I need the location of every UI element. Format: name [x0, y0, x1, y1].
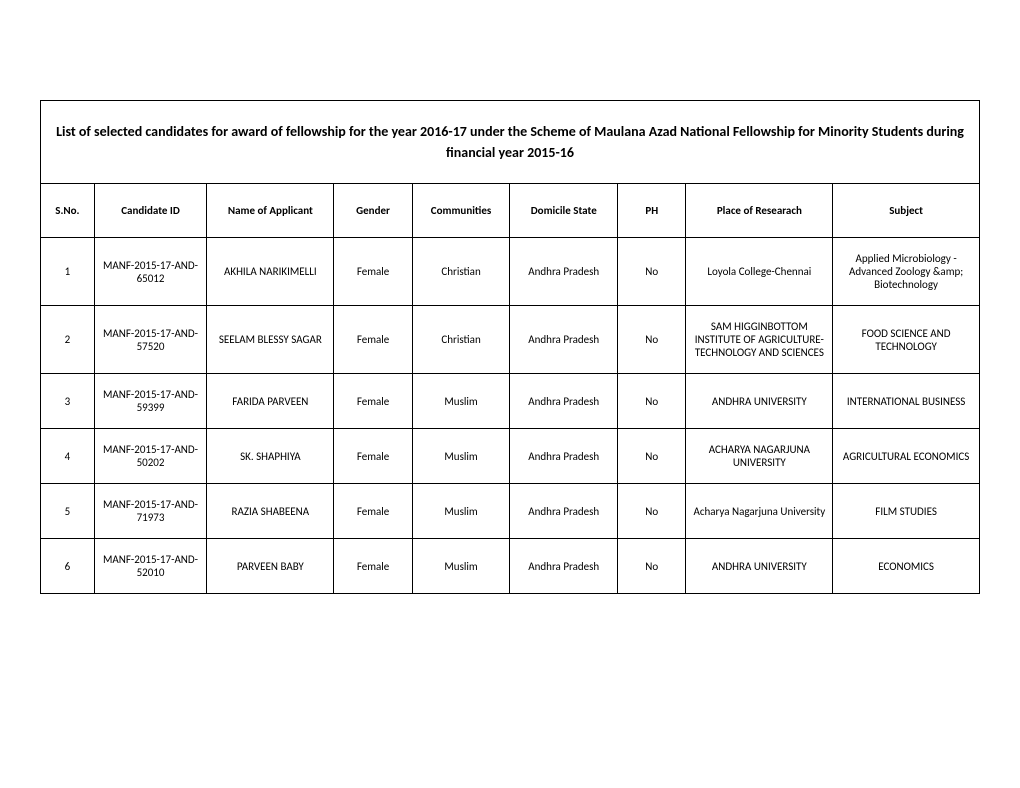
cell-name: SEELAM BLESSY SAGAR [207, 306, 334, 374]
cell-place: ANDHRA UNIVERSITY [686, 374, 833, 429]
cell-place: Acharya Nagarjuna University [686, 484, 833, 539]
cell-comm: Muslim [412, 429, 510, 484]
cell-place: Loyola College-Chennai [686, 238, 833, 306]
cell-gender: Female [334, 429, 412, 484]
table-row: 6 MANF-2015-17-AND-52010 PARVEEN BABY Fe… [41, 539, 980, 594]
cell-comm: Muslim [412, 539, 510, 594]
cell-subject: AGRICULTURAL ECONOMICS [833, 429, 980, 484]
cell-subject: Applied Microbiology - Advanced Zoology … [833, 238, 980, 306]
cell-comm: Muslim [412, 374, 510, 429]
cell-subject: INTERNATIONAL BUSINESS [833, 374, 980, 429]
table-row: 4 MANF-2015-17-AND-50202 SK. SHAPHIYA Fe… [41, 429, 980, 484]
header-place: Place of Researach [686, 184, 833, 238]
cell-state: Andhra Pradesh [510, 484, 618, 539]
header-ph: PH [618, 184, 686, 238]
cell-gender: Female [334, 238, 412, 306]
header-gender: Gender [334, 184, 412, 238]
cell-subject: ECONOMICS [833, 539, 980, 594]
cell-name: SK. SHAPHIYA [207, 429, 334, 484]
cell-sno: 5 [41, 484, 95, 539]
cell-ph: No [618, 539, 686, 594]
cell-state: Andhra Pradesh [510, 306, 618, 374]
cell-id: MANF-2015-17-AND-50202 [94, 429, 206, 484]
cell-sno: 6 [41, 539, 95, 594]
cell-ph: No [618, 484, 686, 539]
cell-id: MANF-2015-17-AND-59399 [94, 374, 206, 429]
cell-state: Andhra Pradesh [510, 429, 618, 484]
cell-id: MANF-2015-17-AND-71973 [94, 484, 206, 539]
cell-id: MANF-2015-17-AND-65012 [94, 238, 206, 306]
cell-id: MANF-2015-17-AND-57520 [94, 306, 206, 374]
table-row: 1 MANF-2015-17-AND-65012 AKHILA NARIKIME… [41, 238, 980, 306]
cell-subject: FOOD SCIENCE AND TECHNOLOGY [833, 306, 980, 374]
cell-name: PARVEEN BABY [207, 539, 334, 594]
cell-name: RAZIA SHABEENA [207, 484, 334, 539]
table-row: 2 MANF-2015-17-AND-57520 SEELAM BLESSY S… [41, 306, 980, 374]
cell-comm: Christian [412, 238, 510, 306]
table-title: List of selected candidates for award of… [41, 101, 980, 184]
cell-name: AKHILA NARIKIMELLI [207, 238, 334, 306]
cell-gender: Female [334, 374, 412, 429]
cell-sno: 2 [41, 306, 95, 374]
cell-ph: No [618, 238, 686, 306]
cell-sno: 1 [41, 238, 95, 306]
cell-state: Andhra Pradesh [510, 539, 618, 594]
table-row: 5 MANF-2015-17-AND-71973 RAZIA SHABEENA … [41, 484, 980, 539]
header-id: Candidate ID [94, 184, 206, 238]
cell-state: Andhra Pradesh [510, 238, 618, 306]
cell-id: MANF-2015-17-AND-52010 [94, 539, 206, 594]
cell-place: ACHARYA NAGARJUNA UNIVERSITY [686, 429, 833, 484]
cell-place: ANDHRA UNIVERSITY [686, 539, 833, 594]
table-row: 3 MANF-2015-17-AND-59399 FARIDA PARVEEN … [41, 374, 980, 429]
cell-ph: No [618, 306, 686, 374]
cell-gender: Female [334, 539, 412, 594]
header-subject: Subject [833, 184, 980, 238]
header-comm: Communities [412, 184, 510, 238]
cell-sno: 3 [41, 374, 95, 429]
cell-place: SAM HIGGINBOTTOM INSTITUTE OF AGRICULTUR… [686, 306, 833, 374]
cell-sno: 4 [41, 429, 95, 484]
table-header-row: S.No. Candidate ID Name of Applicant Gen… [41, 184, 980, 238]
header-name: Name of Applicant [207, 184, 334, 238]
cell-comm: Christian [412, 306, 510, 374]
header-state: Domicile State [510, 184, 618, 238]
table-title-row: List of selected candidates for award of… [41, 101, 980, 184]
cell-name: FARIDA PARVEEN [207, 374, 334, 429]
header-sno: S.No. [41, 184, 95, 238]
fellowship-table: List of selected candidates for award of… [40, 100, 980, 594]
cell-comm: Muslim [412, 484, 510, 539]
cell-gender: Female [334, 484, 412, 539]
cell-gender: Female [334, 306, 412, 374]
cell-ph: No [618, 429, 686, 484]
cell-subject: FILM STUDIES [833, 484, 980, 539]
cell-state: Andhra Pradesh [510, 374, 618, 429]
cell-ph: No [618, 374, 686, 429]
